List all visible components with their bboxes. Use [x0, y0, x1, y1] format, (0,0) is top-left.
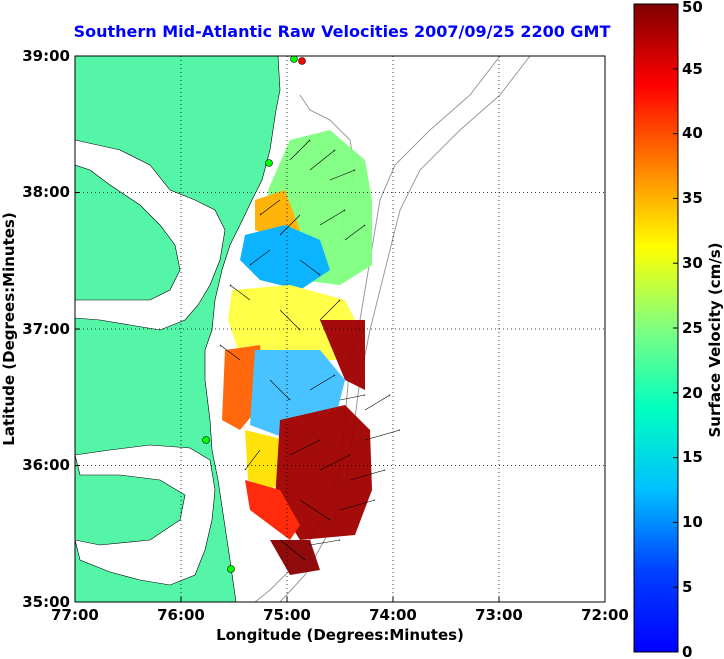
- colorbar-tick-label: 35: [682, 189, 703, 207]
- colorbar-tick-label: 25: [682, 319, 703, 337]
- colorbar-tick-label: 5: [682, 578, 692, 596]
- x-tick-label: 75:00: [263, 606, 311, 624]
- colorbar-tick-label: 20: [682, 384, 703, 402]
- current-vectors: [220, 140, 400, 560]
- colorbar-tick-label: 50: [682, 0, 703, 16]
- y-axis-label: Latitude (Degrees:Minutes): [0, 212, 18, 445]
- station-marker: [227, 565, 235, 573]
- pamlico-sound: [75, 444, 216, 586]
- x-tick-label: 72:00: [581, 606, 629, 624]
- station-marker: [202, 436, 210, 444]
- colorbar-tick-label: 30: [682, 254, 703, 272]
- colorbar-tick-label: 45: [682, 60, 703, 78]
- y-tick-label: 38:00: [22, 183, 70, 201]
- y-tick-label: 36:00: [22, 456, 70, 474]
- station-marker: [265, 159, 273, 167]
- x-tick-label: 74:00: [369, 606, 417, 624]
- x-tick-label: 76:00: [157, 606, 205, 624]
- map-gridlines: [75, 56, 605, 602]
- colorbar: [633, 3, 679, 653]
- x-tick-label: 73:00: [475, 606, 523, 624]
- station-marker: [290, 56, 298, 63]
- colorbar-tick-label: 40: [682, 124, 703, 142]
- axis-ticks: [74, 55, 606, 603]
- station-marker-inactive: [298, 57, 306, 65]
- x-axis-label: Longitude (Degrees:Minutes): [216, 626, 464, 644]
- colorbar-tick-label: 15: [682, 448, 703, 466]
- chesapeake-bay: [75, 139, 226, 331]
- chart-title: Southern Mid-Atlantic Raw Velocities 200…: [73, 22, 611, 41]
- y-tick-label: 37:00: [22, 320, 70, 338]
- y-tick-label: 39:00: [22, 47, 70, 65]
- colorbar-tick-label: 0: [682, 643, 692, 659]
- colorbar-tick-label: 10: [682, 513, 703, 531]
- colorbar-ticks: [673, 3, 678, 653]
- x-tick-label: 77:00: [51, 606, 99, 624]
- y-tick-label: 35:00: [22, 593, 70, 611]
- colorbar-label: Surface Velocity (cm/s): [706, 242, 724, 437]
- velocity-field: [222, 130, 372, 575]
